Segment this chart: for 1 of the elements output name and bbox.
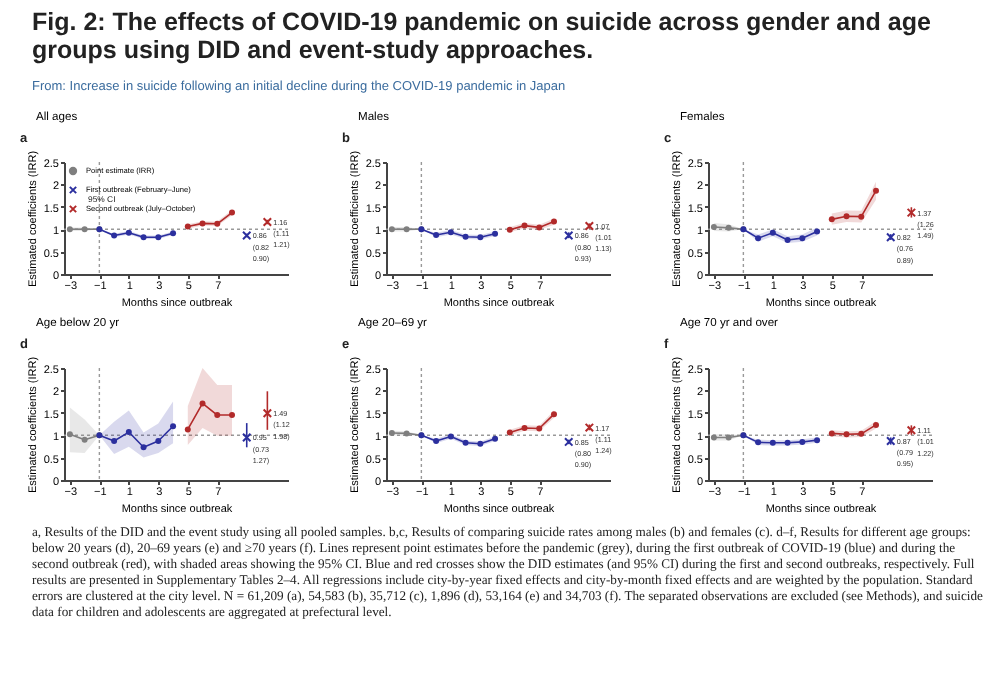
- text: Fig. 2: The effects of COVID-19 pandemic on suicide across gender and age groups using DID and event-study approaches.: [32, 8, 933, 64]
